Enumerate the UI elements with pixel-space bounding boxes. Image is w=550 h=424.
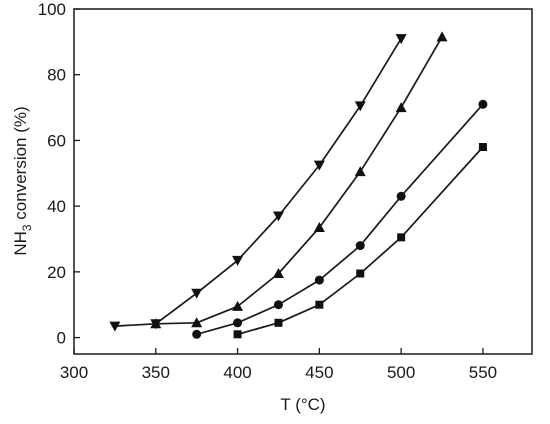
series-2-point bbox=[354, 166, 366, 177]
x-tick-label: 400 bbox=[223, 363, 251, 382]
series-3-point bbox=[478, 99, 488, 109]
y-tick-label: 100 bbox=[38, 0, 66, 19]
y-axis-title: NH3 conversion (%) bbox=[11, 106, 34, 255]
series-4-line bbox=[237, 146, 484, 336]
series-3-point bbox=[273, 300, 283, 310]
series-1-point bbox=[191, 288, 203, 299]
series-3-point bbox=[396, 191, 406, 201]
y-tick-label: 60 bbox=[47, 131, 66, 150]
series-1-point bbox=[272, 211, 284, 222]
y-tick-label: 20 bbox=[47, 263, 66, 282]
series-1-point bbox=[313, 160, 325, 171]
series-2-line bbox=[155, 36, 443, 325]
series-1-point bbox=[232, 255, 244, 266]
series-4-point bbox=[315, 300, 324, 309]
y-axis-ticks: 0 20 40 60 80 100 bbox=[38, 0, 80, 348]
series-2-point bbox=[232, 300, 244, 311]
series-4-point bbox=[397, 233, 406, 242]
y-axis-title-rest: conversion (%) bbox=[11, 106, 30, 224]
x-tick-label: 450 bbox=[305, 363, 333, 382]
y-axis-title-subscript: 3 bbox=[20, 224, 34, 231]
series-4-point bbox=[274, 318, 283, 327]
y-tick-label: 40 bbox=[47, 197, 66, 216]
series-lines bbox=[114, 36, 484, 336]
series-1-point bbox=[395, 34, 407, 45]
series-3-point bbox=[233, 318, 243, 328]
series-1-point bbox=[354, 101, 366, 112]
series-2-point bbox=[313, 222, 325, 232]
x-axis-title: T (°C) bbox=[280, 395, 325, 414]
x-tick-label: 500 bbox=[387, 363, 415, 382]
y-axis-title-main: NH bbox=[11, 231, 30, 256]
series-4-point bbox=[478, 143, 487, 151]
series-4-point bbox=[356, 269, 365, 278]
x-axis-ticks: 300 350 400 450 500 550 bbox=[60, 348, 497, 382]
series-3-point bbox=[192, 329, 202, 339]
series-1-line bbox=[114, 38, 402, 327]
x-tick-label: 350 bbox=[142, 363, 170, 382]
series-3-point bbox=[355, 241, 365, 251]
series-2-point bbox=[395, 102, 407, 113]
series-4-point bbox=[233, 330, 242, 339]
series-3-line bbox=[196, 103, 484, 336]
series-2-point bbox=[272, 268, 284, 278]
x-tick-label: 550 bbox=[469, 363, 497, 382]
y-tick-label: 80 bbox=[47, 66, 66, 85]
series-2-point bbox=[191, 317, 203, 328]
series-3-point bbox=[314, 275, 324, 285]
series-1-point bbox=[109, 321, 121, 332]
x-tick-label: 300 bbox=[60, 363, 88, 382]
series-2-point bbox=[436, 31, 448, 42]
series-2-point bbox=[150, 318, 162, 329]
series-markers bbox=[109, 31, 488, 339]
plot-frame bbox=[73, 8, 533, 355]
y-tick-label: 0 bbox=[57, 329, 66, 348]
